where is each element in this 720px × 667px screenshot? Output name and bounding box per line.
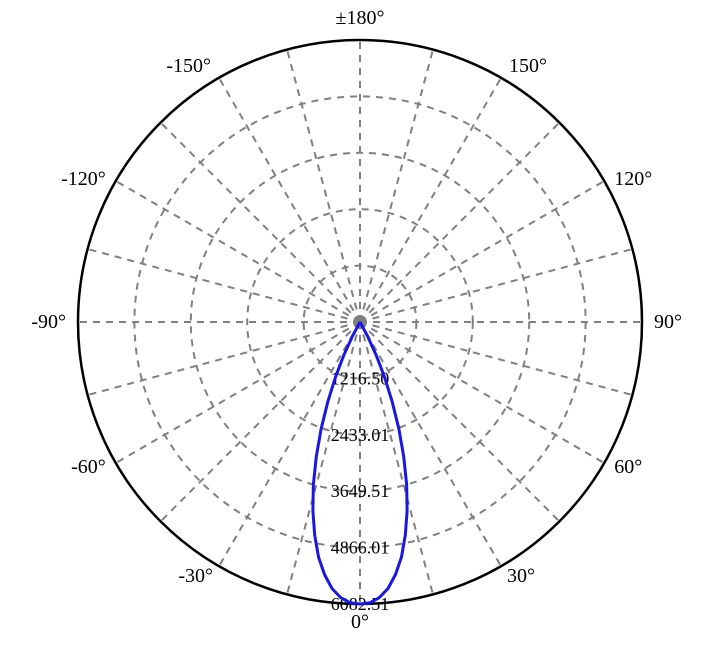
- angle-label: 60°: [614, 456, 642, 478]
- angle-label: -30°: [178, 565, 213, 587]
- angle-label: -90°: [31, 311, 66, 333]
- angle-label: 150°: [509, 55, 547, 77]
- polar-chart: ±180° -150° -120° -90° -60° -30° 0° 30° 60° 90° 12…: [0, 0, 720, 667]
- radial-label: 2433.01: [331, 425, 390, 445]
- angle-label: 0°: [351, 611, 369, 633]
- angle-label: -60°: [71, 456, 106, 478]
- angle-label: -120°: [61, 168, 106, 190]
- radial-label: 4866.01: [331, 538, 390, 558]
- angle-label: -150°: [166, 55, 211, 77]
- angle-label: ±180°: [336, 7, 385, 29]
- radial-label: 1216.50: [331, 368, 390, 388]
- polar-svg: ±180° -150° -120° -90° -60° -30° 0° 30° 60° 90° 12…: [0, 0, 720, 667]
- angle-label: 30°: [507, 565, 535, 587]
- angle-label: 90°: [654, 311, 682, 333]
- angle-label: 120°: [614, 168, 652, 190]
- radial-label: 3649.51: [331, 481, 390, 501]
